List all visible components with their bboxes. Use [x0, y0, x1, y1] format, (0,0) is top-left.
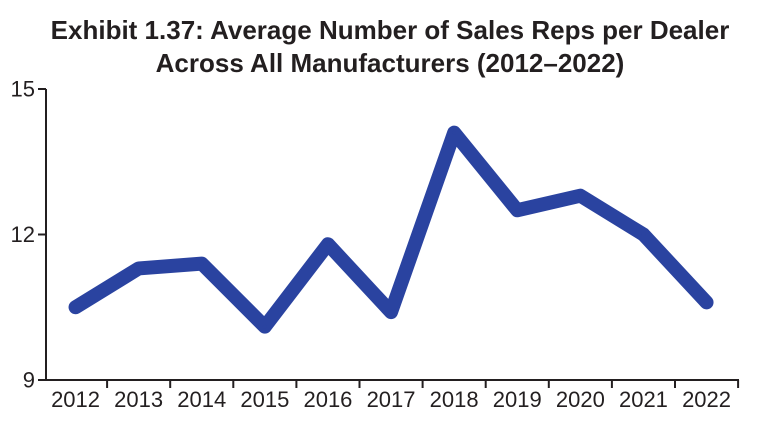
data-series	[68, 125, 714, 334]
data-point	[73, 305, 78, 310]
data-point	[578, 193, 583, 198]
data-point	[452, 130, 457, 135]
x-tick-label: 2020	[556, 387, 605, 412]
data-point	[389, 310, 394, 315]
x-tick-label: 2017	[367, 387, 416, 412]
x-tick-label: 2019	[493, 387, 542, 412]
chart-title-line-2: Across All Manufacturers (2012–2022)	[155, 48, 625, 78]
y-tick-label: 12	[11, 222, 35, 247]
data-point	[136, 266, 141, 271]
data-point	[704, 300, 709, 305]
x-tick-label: 2016	[303, 387, 352, 412]
data-point	[325, 242, 330, 247]
x-tick-label: 2014	[177, 387, 226, 412]
x-tick-label: 2013	[114, 387, 163, 412]
chart-title: Exhibit 1.37: Average Number of Sales Re…	[0, 14, 780, 80]
series-line	[68, 125, 714, 334]
x-tick-label: 2018	[430, 387, 479, 412]
x-tick-label: 2021	[619, 387, 668, 412]
chart-title-line-1: Exhibit 1.37: Average Number of Sales Re…	[50, 15, 730, 45]
y-tick-label: 15	[11, 77, 35, 102]
x-tick-label: 2022	[682, 387, 731, 412]
data-point	[515, 208, 520, 213]
x-tick-label: 2015	[240, 387, 289, 412]
data-point	[262, 324, 267, 329]
data-point	[199, 261, 204, 266]
x-tick-label: 2012	[51, 387, 100, 412]
data-point	[641, 232, 646, 237]
x-axis: 2012 2013 2014 2015 2016 2017 2018 2019 2020 2021…	[45, 379, 740, 412]
y-tick-label: 9	[23, 368, 35, 393]
y-axis: 9 12 15	[11, 77, 47, 393]
